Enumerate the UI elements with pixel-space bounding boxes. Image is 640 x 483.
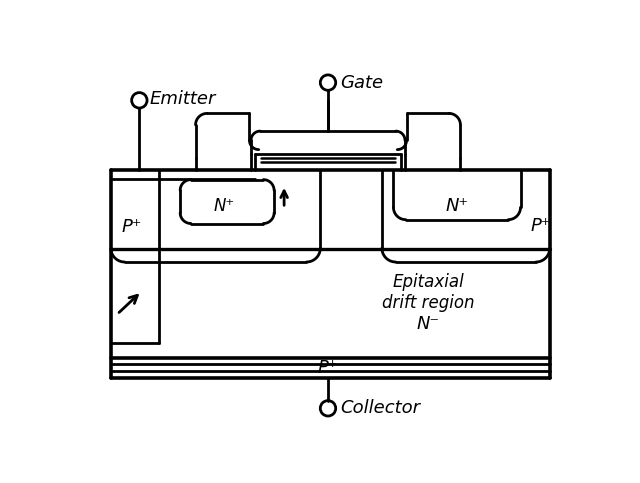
Text: P⁺: P⁺ [122, 218, 142, 236]
Text: Gate: Gate [340, 73, 383, 92]
Text: N⁺: N⁺ [445, 197, 468, 215]
Text: N⁺: N⁺ [214, 197, 235, 215]
Text: Emitter: Emitter [149, 90, 216, 108]
Text: Epitaxial
drift region: Epitaxial drift region [382, 273, 474, 312]
Text: Collector: Collector [340, 399, 420, 417]
Text: N⁻: N⁻ [417, 314, 440, 333]
Text: P⁺: P⁺ [318, 359, 338, 377]
Text: P⁺: P⁺ [531, 217, 550, 235]
